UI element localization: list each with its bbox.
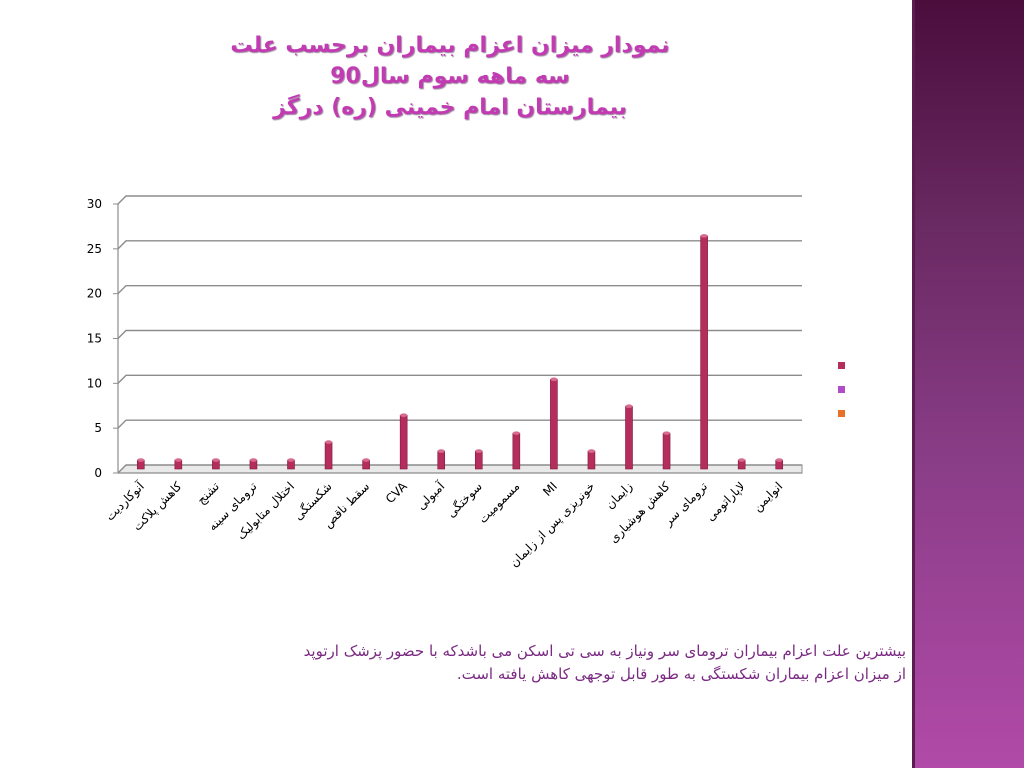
bar-top-3 [212,458,220,462]
bar-13 [587,450,596,470]
bar-top-16 [700,234,708,238]
caption-line-1: بیشترین علت اعزام بیماران ترومای سر ونیا… [303,642,906,660]
gridline [117,374,802,384]
bar-6 [324,441,333,470]
gridline [117,464,802,474]
y-tick-label: 10 [87,376,102,390]
gridline [117,284,802,295]
title-line-3: بیمارستان امام خمینی (ره) درگز [273,95,627,120]
bar-top-6 [325,440,333,444]
bar-11 [512,432,521,470]
bar-top-17 [738,458,746,462]
gridline [117,329,802,339]
bar-top-8 [400,413,408,418]
chart-floor [116,464,803,474]
title-line-2: سه ماهه سوم سال90 [330,64,570,89]
y-tick-label: 25 [87,242,102,256]
decorative-side-band [912,0,1024,768]
legend-swatch-3 [838,410,845,417]
legend-swatch-2 [838,386,845,393]
caption-text: بیشترین علت اعزام بیماران ترومای سر ونیا… [100,640,906,686]
caption-line-2: از میزان اعزام بیماران شکستگی به طور قاب… [456,665,906,683]
x-tick-label: زایمان [603,479,636,512]
bar-top-2 [174,458,182,462]
chart-legend [838,362,850,434]
x-tick-label: آمبولی [413,478,448,513]
gridline [117,195,802,205]
bar-top-12 [550,377,558,382]
bar-top-13 [587,449,595,453]
chart-title: نمودار میزان اعزام بیماران برحسب علت سه … [180,30,720,123]
x-tick-label: انوایمن [750,479,786,515]
bar-16 [700,235,708,470]
bar-8 [399,414,408,470]
bar-top-18 [775,458,783,462]
bar-10 [474,450,483,470]
bar-top-5 [287,458,295,462]
y-tick-label: 30 [87,197,102,211]
x-tick-label: مسمومیت [476,479,523,526]
gridline [117,240,802,250]
bar-14 [625,405,633,470]
x-tick-label: MI [540,479,560,499]
bar-top-1 [137,458,145,462]
y-tick-label: 5 [94,421,102,435]
y-tick-label: 0 [94,466,102,480]
bar-top-11 [512,431,520,435]
y-tick-label: 20 [87,287,102,301]
bar-12 [550,379,558,470]
title-line-1: نمودار میزان اعزام بیماران برحسب علت [230,33,670,58]
y-tick-label: 15 [87,332,102,346]
bar-top-9 [437,449,445,453]
bar-top-4 [249,458,257,462]
legend-swatch-1 [838,362,845,369]
x-tick-label: تشنج [194,479,222,507]
bar-top-14 [625,404,633,409]
bar-15 [662,432,671,470]
bar-top-15 [663,431,671,435]
bar-top-10 [475,449,483,453]
gridline [117,419,802,429]
bar-9 [437,450,446,470]
bar-top-7 [362,458,370,462]
x-tick-label: CVA [383,479,410,506]
x-tick-label: لاپاراتومی [703,479,748,524]
